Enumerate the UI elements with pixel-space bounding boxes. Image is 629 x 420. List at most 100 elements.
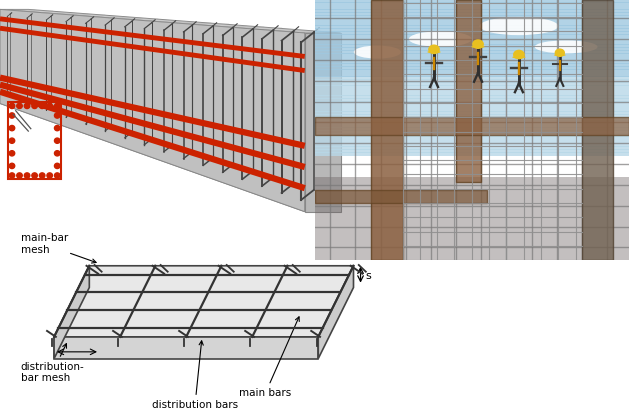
- Bar: [371, 0, 403, 260]
- Circle shape: [555, 48, 565, 57]
- Circle shape: [55, 173, 60, 178]
- Text: main-bar
mesh: main-bar mesh: [21, 233, 96, 263]
- Circle shape: [9, 138, 14, 143]
- Circle shape: [472, 39, 484, 49]
- Circle shape: [428, 45, 440, 54]
- Ellipse shape: [409, 31, 472, 47]
- Bar: [314, 41, 629, 45]
- Bar: [314, 37, 629, 42]
- Bar: [314, 149, 629, 153]
- Polygon shape: [0, 103, 341, 212]
- Circle shape: [9, 173, 14, 178]
- Circle shape: [9, 126, 14, 131]
- Polygon shape: [54, 266, 353, 337]
- Bar: [314, 5, 629, 10]
- Ellipse shape: [353, 46, 401, 58]
- Bar: [314, 31, 629, 35]
- Circle shape: [17, 103, 22, 108]
- Ellipse shape: [554, 54, 565, 56]
- Circle shape: [9, 151, 14, 156]
- Text: distribution-
bar mesh: distribution- bar mesh: [21, 344, 84, 383]
- Bar: [314, 101, 629, 105]
- Circle shape: [32, 103, 37, 108]
- Bar: [314, 12, 629, 16]
- Polygon shape: [54, 266, 89, 359]
- Bar: [314, 95, 629, 99]
- Bar: [314, 47, 629, 51]
- Bar: [314, 66, 629, 70]
- Circle shape: [40, 173, 45, 178]
- Bar: [314, 146, 629, 150]
- Bar: [314, 123, 629, 128]
- Bar: [314, 177, 629, 260]
- Polygon shape: [0, 9, 341, 33]
- Bar: [314, 44, 629, 48]
- Bar: [314, 34, 629, 38]
- Circle shape: [55, 151, 60, 156]
- Circle shape: [55, 163, 60, 168]
- Polygon shape: [304, 33, 341, 212]
- Bar: [314, 69, 629, 73]
- Bar: [314, 82, 629, 86]
- Circle shape: [55, 113, 60, 118]
- Text: main bars: main bars: [239, 317, 299, 398]
- Bar: [456, 0, 481, 182]
- Circle shape: [40, 103, 45, 108]
- Text: s: s: [366, 270, 372, 281]
- Bar: [314, 98, 629, 102]
- Bar: [314, 105, 629, 108]
- Bar: [314, 133, 629, 137]
- Circle shape: [55, 126, 60, 131]
- Bar: [314, 152, 629, 156]
- Bar: [314, 0, 629, 3]
- Polygon shape: [0, 9, 304, 212]
- Bar: [314, 63, 629, 67]
- Bar: [314, 15, 629, 19]
- Bar: [314, 92, 629, 96]
- Bar: [314, 18, 629, 22]
- Bar: [314, 57, 629, 60]
- Circle shape: [9, 103, 14, 108]
- Bar: [314, 136, 629, 140]
- Circle shape: [25, 173, 30, 178]
- Bar: [314, 111, 629, 115]
- Circle shape: [25, 103, 30, 108]
- Bar: [314, 114, 629, 118]
- Ellipse shape: [427, 51, 441, 53]
- Bar: [314, 50, 629, 54]
- Bar: [314, 127, 629, 131]
- Circle shape: [32, 173, 37, 178]
- Bar: [314, 60, 629, 64]
- Circle shape: [55, 138, 60, 143]
- Bar: [314, 190, 487, 203]
- Ellipse shape: [479, 17, 559, 35]
- Bar: [314, 130, 629, 134]
- Bar: [314, 21, 629, 26]
- Bar: [314, 85, 629, 89]
- Bar: [314, 143, 629, 147]
- Bar: [314, 139, 629, 144]
- Ellipse shape: [471, 45, 485, 48]
- Bar: [582, 0, 613, 260]
- Circle shape: [47, 103, 52, 108]
- Circle shape: [55, 103, 60, 108]
- Bar: [314, 28, 629, 32]
- Bar: [314, 89, 629, 92]
- Bar: [314, 53, 629, 58]
- Ellipse shape: [535, 40, 598, 53]
- Text: distribution bars: distribution bars: [152, 341, 238, 410]
- Bar: [314, 73, 629, 76]
- Circle shape: [17, 173, 22, 178]
- Bar: [314, 121, 629, 124]
- Bar: [314, 3, 629, 6]
- Bar: [314, 76, 629, 80]
- Circle shape: [9, 113, 14, 118]
- Bar: [314, 9, 629, 13]
- Bar: [314, 79, 629, 83]
- Ellipse shape: [512, 56, 526, 58]
- Circle shape: [47, 173, 52, 178]
- Bar: [314, 117, 629, 121]
- Polygon shape: [318, 266, 353, 359]
- Circle shape: [513, 50, 525, 59]
- Bar: [314, 25, 629, 29]
